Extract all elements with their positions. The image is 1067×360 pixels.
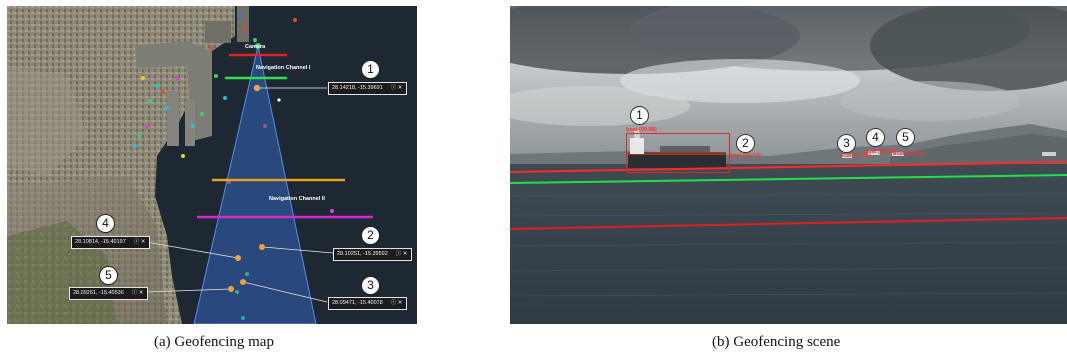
target-vessels [228, 84, 265, 292]
detection-3-number: 3 [837, 134, 856, 153]
ais-markers [133, 14, 334, 320]
detection-1-number: 1 [630, 106, 649, 125]
vessel-3-number: 3 [361, 276, 380, 295]
detection-label-4: boat [98.33] [865, 149, 896, 155]
scene-red-line-upper [510, 161, 1067, 173]
satellite-map [7, 6, 417, 324]
callout-lines [145, 87, 334, 303]
vessel-1-number: 1 [361, 60, 380, 79]
distant-vessel [1042, 152, 1056, 156]
camera-label: Camera [245, 44, 266, 50]
popup-info-close-icon[interactable]: ⓘ ✕ [131, 290, 144, 296]
detection-label-1: boat [99.88] [626, 127, 657, 133]
popup-info-close-icon[interactable]: ⓘ ✕ [133, 239, 146, 245]
detection-label-5: boat [91.44] [893, 151, 924, 157]
vessel-2-coords: 28.10251, -15.39592 [337, 251, 388, 257]
tanker-ship [628, 130, 726, 168]
detection-label-2: boat [97.73] [730, 153, 761, 159]
camera-marker [255, 43, 261, 49]
vessel-5-number: 5 [99, 266, 118, 285]
detection-label-3: boat [97.36] [840, 153, 871, 159]
distant-vessel-3 [842, 154, 852, 158]
detection-4-number: 4 [866, 128, 885, 147]
vessel-1-coords: 28.14218, -15.39691 [332, 85, 383, 91]
detection-box-1 [626, 133, 730, 173]
detection-2-number: 2 [736, 134, 755, 153]
vessel-2-number: 2 [361, 226, 380, 245]
vessel-5-coords: 28.09261, -15.40536 [73, 290, 124, 296]
scene-red-line-lower [510, 217, 1067, 230]
popup-info-close-icon[interactable]: ⓘ ✕ [390, 300, 403, 306]
geofencing-scene-panel: boat [99.88] boat [97.73] boat [97.36] b… [510, 6, 1067, 324]
vessel-5-popup[interactable]: 28.09261, -15.40536 ⓘ ✕ [69, 287, 149, 300]
distant-vessel-4 [868, 151, 880, 155]
popup-info-close-icon[interactable]: ⓘ ✕ [395, 251, 408, 257]
caption-geofencing-map: (a) Geofencing map [154, 334, 274, 350]
vessel-3-coords: 28.09471, -15.40078 [332, 300, 383, 306]
popup-info-close-icon[interactable]: ⓘ ✕ [390, 85, 403, 91]
geofencing-map-panel: Camera Navigation Channel I Navigation C… [7, 6, 417, 324]
vessel-4-number: 4 [96, 214, 115, 233]
scene-green-line [510, 174, 1067, 184]
camera-scene [510, 6, 1067, 324]
camera-fov [193, 45, 317, 324]
vessel-2-popup[interactable]: 28.10251, -15.39592 ⓘ ✕ [333, 248, 413, 261]
caption-geofencing-scene: (b) Geofencing scene [712, 334, 841, 350]
vessel-4-coords: 28.10814, -15.40197 [75, 239, 126, 245]
vessel-3-popup[interactable]: 28.09471, -15.40078 ⓘ ✕ [328, 297, 408, 310]
detection-5-number: 5 [896, 128, 915, 147]
distant-vessel-5 [892, 152, 904, 156]
channel-1-label: Navigation Channel I [256, 65, 311, 71]
vessel-1-popup[interactable]: 28.14218, -15.39691 ⓘ ✕ [328, 82, 408, 95]
channel-2-label: Navigation Channel II [269, 196, 325, 202]
vessel-4-popup[interactable]: 28.10814, -15.40197 ⓘ ✕ [71, 236, 151, 249]
